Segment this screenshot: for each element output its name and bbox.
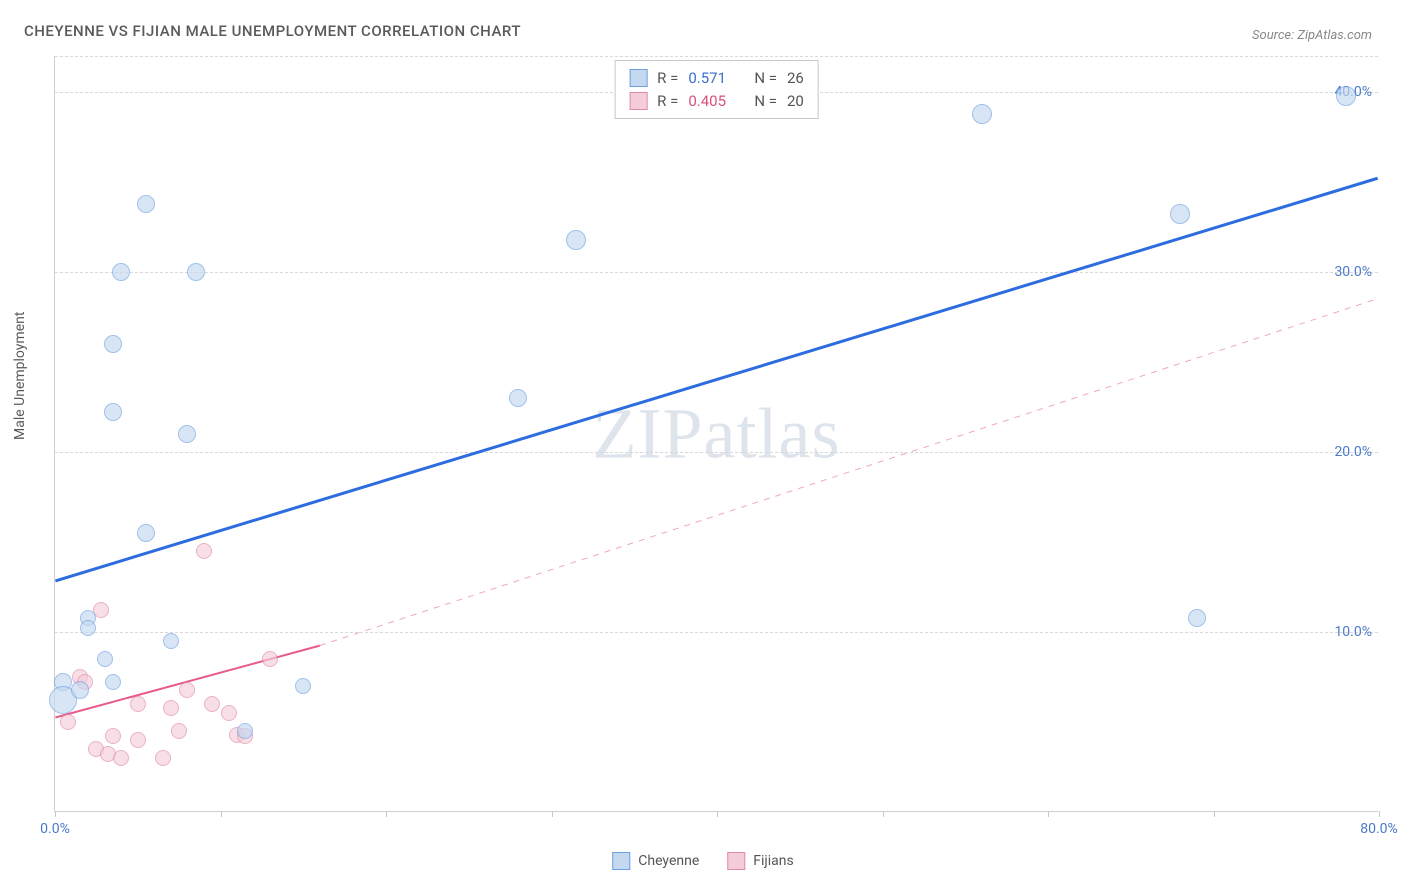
point-fijians bbox=[113, 750, 129, 766]
y-tick-label: 10.0% bbox=[1334, 624, 1372, 640]
x-tick bbox=[883, 811, 884, 817]
legend-swatch bbox=[727, 852, 745, 870]
point-fijians bbox=[130, 732, 146, 748]
point-fijians bbox=[60, 714, 76, 730]
point-cheyenne bbox=[105, 674, 121, 690]
n-value: 26 bbox=[787, 67, 804, 90]
legend-label: Fijians bbox=[753, 853, 793, 869]
point-cheyenne bbox=[112, 263, 130, 281]
x-tick bbox=[1214, 811, 1215, 817]
point-cheyenne bbox=[178, 425, 196, 443]
gridline bbox=[55, 452, 1378, 453]
x-tick bbox=[717, 811, 718, 817]
point-cheyenne bbox=[295, 678, 311, 694]
legend-swatch bbox=[612, 852, 630, 870]
point-cheyenne bbox=[71, 681, 89, 699]
x-tick bbox=[1048, 811, 1049, 817]
point-cheyenne bbox=[104, 403, 122, 421]
y-axis-label: Male Unemployment bbox=[12, 312, 28, 440]
stats-row: R = 0.571 N = 26 bbox=[629, 67, 804, 90]
point-cheyenne bbox=[1170, 204, 1190, 224]
point-cheyenne bbox=[509, 389, 527, 407]
legend-swatch bbox=[629, 92, 647, 110]
x-tick bbox=[55, 811, 56, 817]
stats-legend: R = 0.571 N = 26 R = 0.405 N = 20 bbox=[614, 60, 819, 119]
chart-title: CHEYENNE VS FIJIAN MALE UNEMPLOYMENT COR… bbox=[24, 22, 521, 40]
trend-line bbox=[55, 178, 1377, 581]
x-tick bbox=[221, 811, 222, 817]
series-legend: Cheyenne Fijians bbox=[612, 852, 793, 870]
r-value: 0.571 bbox=[688, 67, 740, 90]
r-value: 0.405 bbox=[688, 90, 740, 113]
point-cheyenne bbox=[104, 335, 122, 353]
point-fijians bbox=[130, 696, 146, 712]
point-fijians bbox=[171, 723, 187, 739]
n-label: N = bbox=[754, 67, 777, 90]
watermark: ZIPatlas bbox=[593, 392, 841, 475]
y-tick-label: 20.0% bbox=[1334, 444, 1372, 460]
point-cheyenne bbox=[137, 524, 155, 542]
point-fijians bbox=[179, 682, 195, 698]
gridline bbox=[55, 632, 1378, 633]
point-cheyenne bbox=[566, 230, 586, 250]
point-cheyenne bbox=[972, 104, 992, 124]
y-tick-label: 30.0% bbox=[1334, 264, 1372, 280]
point-fijians bbox=[163, 700, 179, 716]
watermark-text-thin: atlas bbox=[704, 393, 841, 473]
point-cheyenne bbox=[237, 723, 253, 739]
n-value: 20 bbox=[787, 90, 804, 113]
point-cheyenne bbox=[1188, 609, 1206, 627]
point-fijians bbox=[221, 705, 237, 721]
gridline bbox=[55, 56, 1378, 57]
legend-swatch bbox=[629, 69, 647, 87]
point-fijians bbox=[155, 750, 171, 766]
legend-item: Cheyenne bbox=[612, 852, 699, 870]
point-cheyenne bbox=[1336, 86, 1356, 106]
point-fijians bbox=[204, 696, 220, 712]
watermark-text: ZIP bbox=[593, 393, 704, 473]
x-tick-label: 80.0% bbox=[1360, 821, 1398, 837]
n-label: N = bbox=[754, 90, 777, 113]
point-cheyenne bbox=[163, 633, 179, 649]
point-cheyenne bbox=[187, 263, 205, 281]
r-label: R = bbox=[657, 90, 678, 113]
plot-area: ZIPatlas 10.0%20.0%30.0%40.0% 0.0%80.0% … bbox=[54, 56, 1378, 812]
point-cheyenne bbox=[80, 620, 96, 636]
point-fijians bbox=[262, 651, 278, 667]
point-fijians bbox=[105, 728, 121, 744]
trend-line bbox=[320, 299, 1378, 646]
legend-label: Cheyenne bbox=[638, 853, 699, 869]
stats-row: R = 0.405 N = 20 bbox=[629, 90, 804, 113]
gridline bbox=[55, 272, 1378, 273]
point-fijians bbox=[196, 543, 212, 559]
legend-item: Fijians bbox=[727, 852, 793, 870]
x-tick-label: 0.0% bbox=[40, 821, 70, 837]
point-cheyenne bbox=[97, 651, 113, 667]
r-label: R = bbox=[657, 67, 678, 90]
point-cheyenne bbox=[137, 195, 155, 213]
x-tick bbox=[386, 811, 387, 817]
source-attribution: Source: ZipAtlas.com bbox=[1252, 28, 1372, 43]
x-tick bbox=[1379, 811, 1380, 817]
x-tick bbox=[552, 811, 553, 817]
trend-lines bbox=[55, 56, 1378, 811]
